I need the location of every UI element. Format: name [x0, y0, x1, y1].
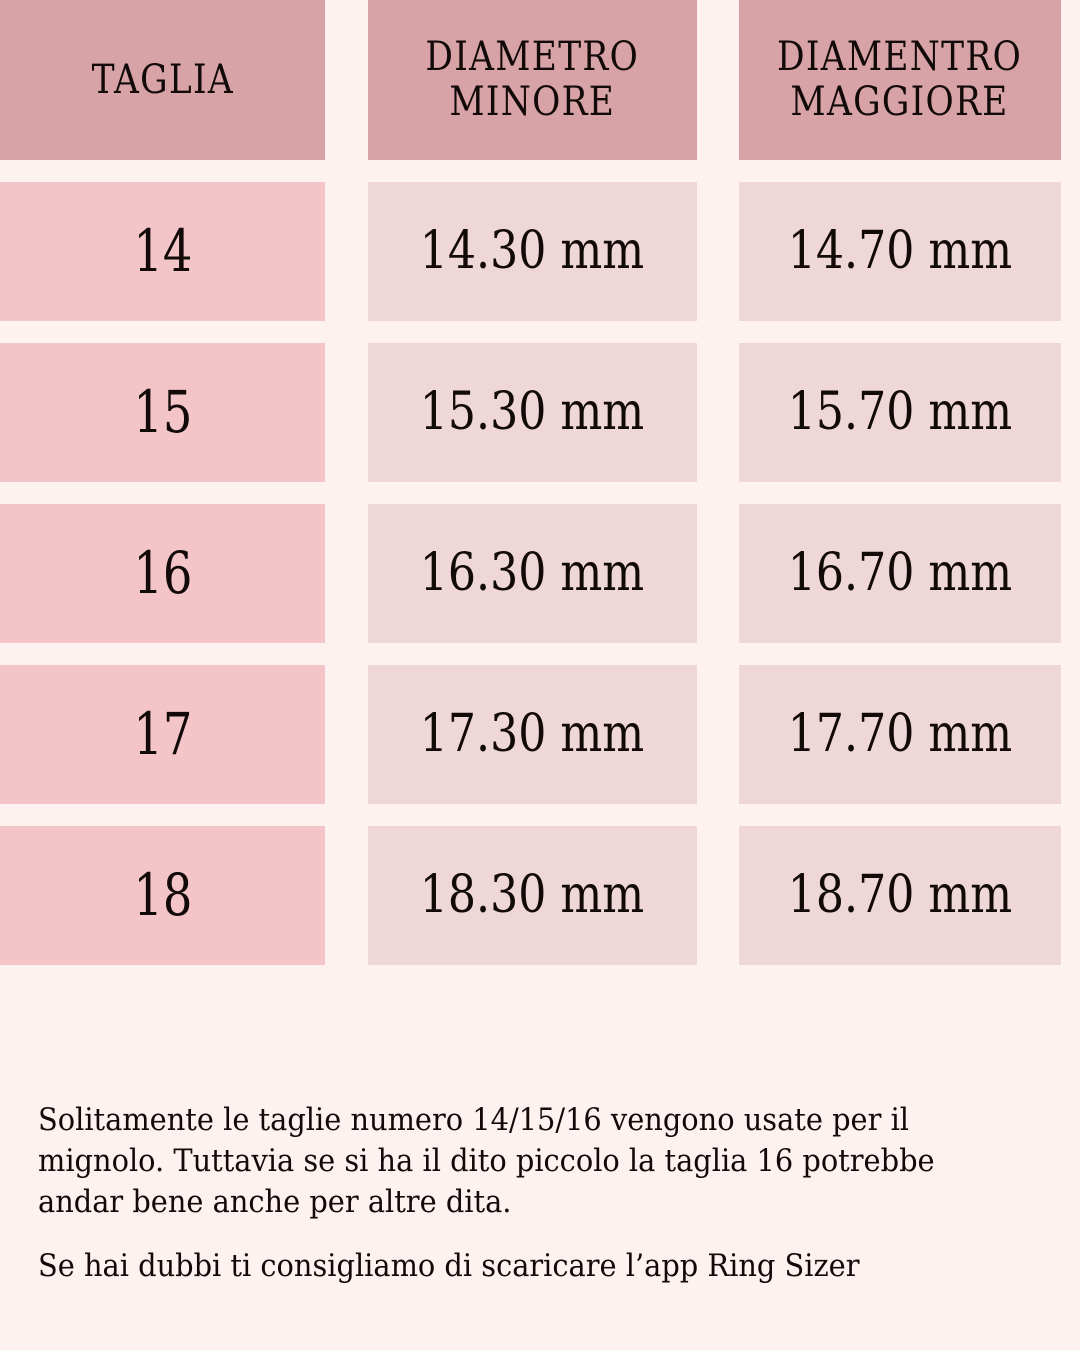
column-header-diametro-maggiore: DIAMENTRO MAGGIORE	[739, 0, 1061, 160]
column-header-diametro-minore-label: DIAMETRO MINORE	[425, 34, 640, 125]
major-diameter-value: 15.70 mm	[787, 382, 1013, 443]
table-row-size-cell: 16	[0, 504, 325, 643]
table-row-minor-diameter-cell: 18.30 mm	[368, 826, 697, 965]
size-value: 16	[132, 539, 193, 608]
table-row-minor-diameter-cell: 14.30 mm	[368, 182, 697, 321]
table-row-minor-diameter-cell: 15.30 mm	[368, 343, 697, 482]
minor-diameter-value: 16.30 mm	[420, 543, 645, 604]
minor-diameter-value: 18.30 mm	[420, 865, 645, 926]
table-row-size-cell: 17	[0, 665, 325, 804]
column-header-diametro-maggiore-label: DIAMENTRO MAGGIORE	[777, 34, 1023, 125]
size-value: 14	[132, 217, 193, 286]
note-paragraph-2: Se hai dubbi ti consigliamo di scaricare…	[38, 1247, 860, 1284]
table-row-size-cell: 14	[0, 182, 325, 321]
table-row-major-diameter-cell: 15.70 mm	[739, 343, 1061, 482]
size-value: 17	[132, 700, 193, 769]
table-row-minor-diameter-cell: 16.30 mm	[368, 504, 697, 643]
table-row-major-diameter-cell: 18.70 mm	[739, 826, 1061, 965]
major-diameter-value: 17.70 mm	[787, 704, 1013, 765]
major-diameter-value: 16.70 mm	[787, 543, 1013, 604]
table-row-size-cell: 15	[0, 343, 325, 482]
table-row-minor-diameter-cell: 17.30 mm	[368, 665, 697, 804]
column-header-diametro-minore: DIAMETRO MINORE	[368, 0, 697, 160]
size-value: 15	[132, 378, 193, 447]
column-header-taglia: TAGLIA	[0, 0, 325, 160]
table-row-major-diameter-cell: 17.70 mm	[739, 665, 1061, 804]
note-paragraph-1: Solitamente le taglie numero 14/15/16 ve…	[38, 1102, 935, 1221]
size-value: 18	[132, 861, 193, 930]
size-table: TAGLIA DIAMETRO MINORE DIAMENTRO MAGGIOR…	[0, 0, 1061, 965]
notes-section: Solitamente le taglie numero 14/15/16 ve…	[0, 1088, 1080, 1350]
minor-diameter-value: 14.30 mm	[420, 221, 645, 282]
table-row-size-cell: 18	[0, 826, 325, 965]
minor-diameter-value: 15.30 mm	[420, 382, 645, 443]
table-row-major-diameter-cell: 14.70 mm	[739, 182, 1061, 321]
minor-diameter-value: 17.30 mm	[420, 704, 645, 765]
table-row-major-diameter-cell: 16.70 mm	[739, 504, 1061, 643]
major-diameter-value: 14.70 mm	[787, 221, 1013, 282]
major-diameter-value: 18.70 mm	[787, 865, 1013, 926]
column-header-taglia-label: TAGLIA	[91, 56, 234, 103]
